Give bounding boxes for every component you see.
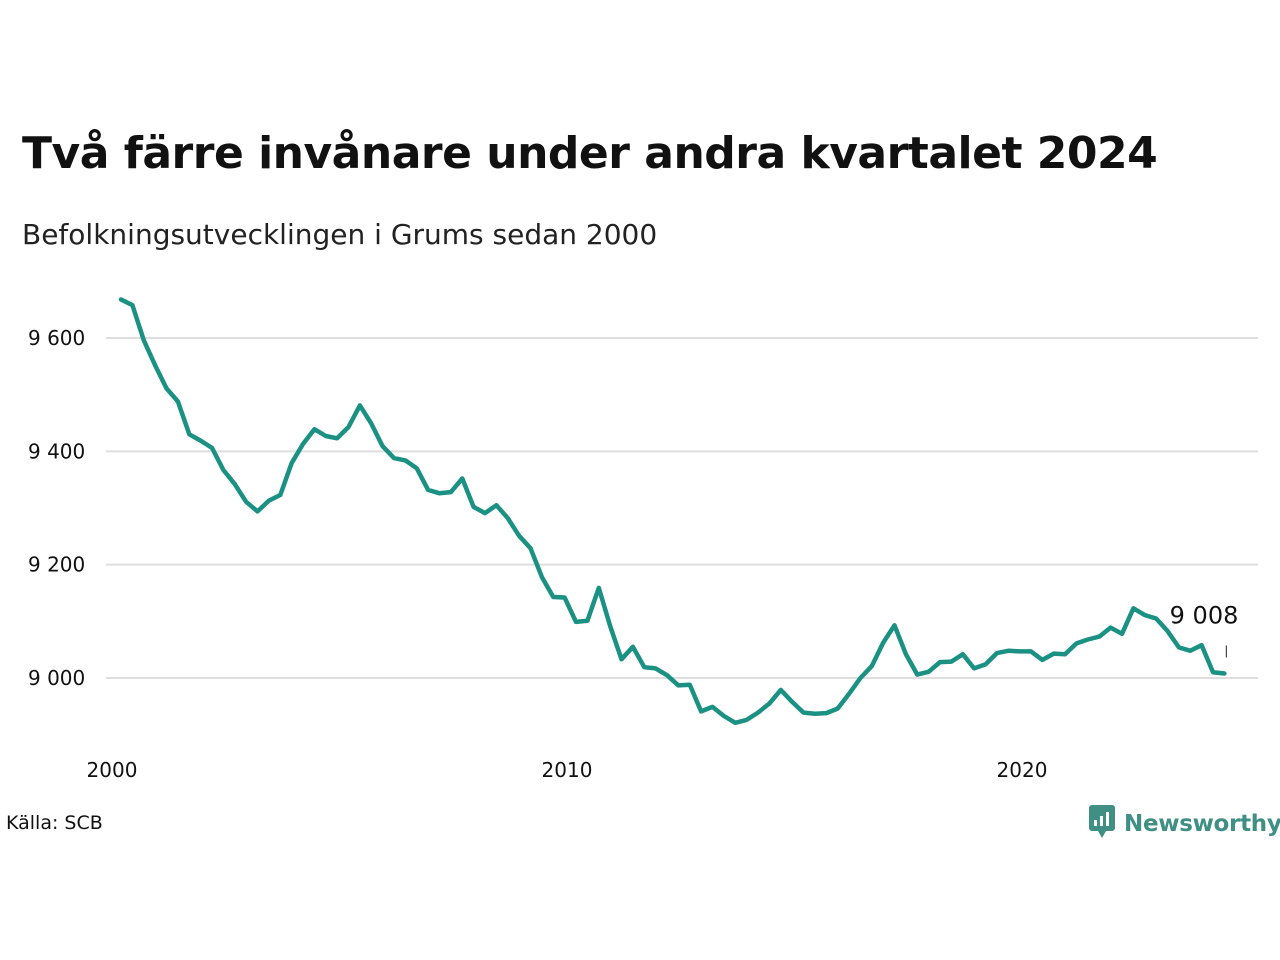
x-tick-label: 2000: [87, 758, 138, 782]
y-tick-label: 9 400: [28, 439, 85, 463]
x-tick-label: 2020: [997, 758, 1048, 782]
population-line: [118, 297, 1227, 726]
x-tick-label: 2010: [542, 758, 593, 782]
brand-logo: Newsworthy: [1088, 804, 1280, 844]
y-tick-label: 9 000: [28, 666, 85, 690]
end-value-label: 9 008: [1170, 601, 1239, 629]
y-tick-label: 9 600: [28, 326, 85, 350]
newsworthy-logo-icon: [1088, 804, 1116, 844]
source-note: Källa: SCB: [6, 812, 103, 834]
chart-title: Två färre invånare under andra kvartalet…: [22, 128, 1158, 179]
chart-subtitle: Befolkningsutvecklingen i Grums sedan 20…: [22, 218, 658, 251]
brand-name: Newsworthy: [1124, 811, 1280, 837]
y-tick-label: 9 200: [28, 553, 85, 577]
